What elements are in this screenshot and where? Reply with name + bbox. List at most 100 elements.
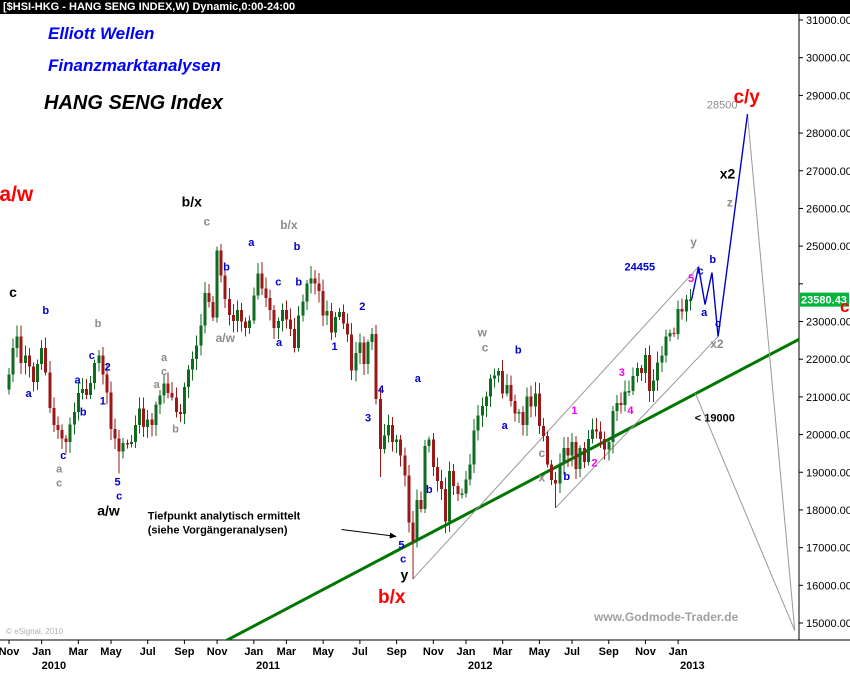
svg-text:x2: x2	[720, 165, 736, 181]
note-annotation: Tiefpunkt analytisch ermittelt (siehe Vor…	[148, 510, 397, 539]
svg-text:3: 3	[619, 367, 625, 379]
svg-text:2013: 2013	[680, 660, 704, 672]
guide-lines	[412, 114, 796, 631]
svg-text:b: b	[42, 305, 49, 317]
svg-text:c: c	[9, 284, 17, 300]
svg-text:< 19000: < 19000	[695, 412, 735, 424]
svg-text:5: 5	[688, 273, 694, 285]
svg-text:20000.00: 20000.00	[806, 430, 850, 442]
window-title: [$HSI-HKG - HANG SENG INDEX,W) Dynamic,0…	[3, 1, 296, 13]
svg-text:c: c	[60, 450, 66, 462]
svg-text:a/w: a/w	[97, 503, 120, 519]
svg-text:c: c	[400, 554, 406, 566]
svg-text:1: 1	[332, 341, 338, 353]
svg-text:b: b	[709, 254, 716, 266]
svg-text:c/y: c/y	[733, 87, 760, 108]
svg-text:2011: 2011	[256, 660, 280, 672]
svg-text:5: 5	[398, 539, 404, 551]
svg-text:Jan: Jan	[456, 646, 475, 658]
svg-text:b: b	[294, 241, 301, 253]
svg-text:Mar: Mar	[277, 646, 297, 658]
svg-text:b: b	[515, 345, 522, 357]
svg-text:27000.00: 27000.00	[806, 166, 850, 178]
svg-text:a: a	[161, 352, 168, 364]
svg-text:Jul: Jul	[564, 646, 580, 658]
svg-text:21000.00: 21000.00	[806, 392, 850, 404]
price-axis[interactable]: 31000.00 30000.00 29000.00 28000.00 27000.00…	[799, 15, 850, 630]
svg-text:a: a	[248, 237, 255, 249]
svg-text:2: 2	[591, 458, 597, 470]
svg-text:2010: 2010	[42, 660, 66, 672]
time-axis[interactable]: Nov Jan Mar May Jul Sep Nov Jan Mar May Jul Sep Nov J…	[0, 640, 705, 672]
svg-text:May: May	[312, 646, 334, 658]
svg-text:b: b	[563, 471, 570, 483]
svg-text:Mar: Mar	[69, 646, 89, 658]
svg-text:c: c	[56, 478, 62, 490]
svg-text:23000.00: 23000.00	[806, 317, 850, 329]
svg-text:24455: 24455	[624, 262, 655, 274]
watermark: www.Godmode-Trader.de	[594, 610, 739, 624]
svg-text:28000.00: 28000.00	[806, 128, 850, 140]
svg-text:c: c	[116, 490, 122, 502]
svg-text:Nov: Nov	[0, 646, 20, 658]
svg-text:1: 1	[571, 405, 577, 417]
svg-text:a: a	[154, 379, 161, 391]
svg-text:Nov: Nov	[207, 646, 229, 658]
svg-text:Nov: Nov	[635, 646, 657, 658]
svg-text:b: b	[172, 424, 179, 436]
svg-text:c: c	[275, 277, 281, 289]
copyright-notice: © eSignal, 2010	[6, 627, 64, 636]
svg-text:a: a	[415, 373, 422, 385]
svg-text:z: z	[727, 196, 733, 210]
svg-text:c: c	[161, 366, 167, 378]
svg-text:16000.00: 16000.00	[806, 580, 850, 592]
svg-text:b: b	[80, 407, 87, 419]
svg-text:(siehe Vorgängeranalysen): (siehe Vorgängeranalysen)	[148, 524, 288, 536]
svg-text:c: c	[715, 318, 721, 330]
svg-text:4: 4	[378, 384, 385, 396]
brand-line-1: Elliott Wellen	[48, 24, 155, 43]
svg-text:a: a	[502, 420, 509, 432]
svg-text:19000.00: 19000.00	[806, 467, 850, 479]
svg-text:Jul: Jul	[352, 646, 368, 658]
svg-text:b: b	[295, 277, 302, 289]
svg-text:1: 1	[100, 395, 106, 407]
support-trendline[interactable]	[213, 337, 801, 647]
svg-text:2: 2	[105, 361, 111, 373]
svg-text:Jul: Jul	[140, 646, 156, 658]
svg-text:x: x	[539, 471, 546, 485]
svg-text:b/x: b/x	[378, 587, 406, 608]
svg-text:22000.00: 22000.00	[806, 354, 850, 366]
svg-text:May: May	[529, 646, 551, 658]
svg-text:5: 5	[114, 476, 120, 488]
svg-text:c: c	[204, 214, 211, 228]
svg-text:c: c	[697, 265, 703, 277]
chart-heading: HANG SENG Index	[44, 92, 223, 114]
projection-path	[690, 114, 749, 337]
svg-text:Sep: Sep	[387, 646, 407, 658]
svg-text:28500: 28500	[707, 100, 738, 112]
svg-text:May: May	[100, 646, 122, 658]
svg-text:c: c	[482, 341, 489, 355]
svg-text:y: y	[400, 567, 408, 583]
last-price-tag: 23580.43	[800, 292, 849, 307]
svg-text:Sep: Sep	[599, 646, 619, 658]
svg-text:31000.00: 31000.00	[806, 15, 850, 27]
svg-text:b: b	[426, 484, 433, 496]
svg-text:b/x: b/x	[182, 194, 202, 210]
svg-text:4: 4	[627, 405, 634, 417]
svg-text:b: b	[95, 318, 102, 330]
svg-text:29000.00: 29000.00	[806, 90, 850, 102]
svg-text:23580.43: 23580.43	[801, 295, 847, 307]
candlesticks[interactable]	[7, 244, 692, 579]
svg-text:Mar: Mar	[493, 646, 513, 658]
svg-text:a/w: a/w	[0, 183, 34, 206]
svg-text:Tiefpunkt analytisch ermittelt: Tiefpunkt analytisch ermittelt	[148, 510, 301, 522]
title-bar: [$HSI-HKG - HANG SENG INDEX,W) Dynamic,0…	[0, 0, 850, 14]
brand-line-2: Finanzmarktanalysen	[48, 56, 221, 75]
svg-text:c: c	[89, 350, 95, 362]
svg-text:3: 3	[365, 412, 371, 424]
